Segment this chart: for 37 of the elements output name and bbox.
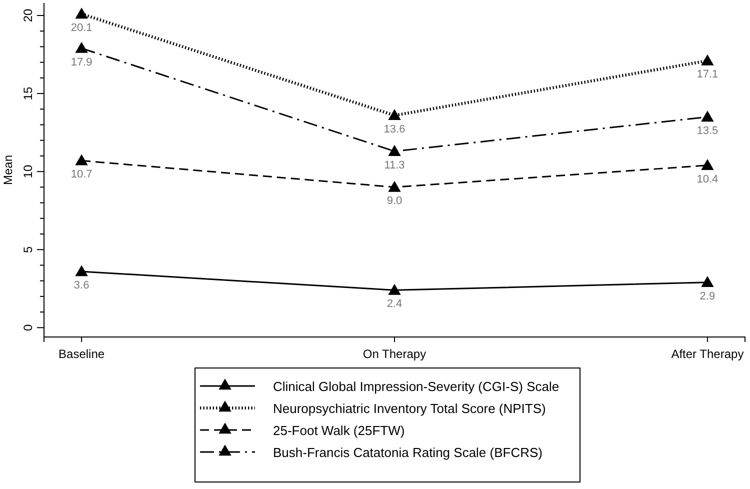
point (701, 54, 714, 66)
point (701, 110, 714, 122)
data-label: 17.9 (70, 56, 92, 68)
data-label: 3.6 (74, 279, 90, 292)
point (75, 265, 88, 276)
y-tick-label: 15 (21, 86, 35, 100)
legend-label: Neuropsychiatric Inventory Total Score (NPITS) (273, 401, 546, 416)
data-label: 13.6 (384, 123, 406, 136)
x-tick-label: On Therapy (362, 347, 426, 362)
y-tick-label: 5 (21, 246, 35, 253)
point (75, 8, 88, 19)
x-tick-label: After Therapy (671, 347, 744, 362)
data-label: 2.4 (386, 298, 402, 310)
data-label: 13.5 (696, 124, 718, 137)
legend-label: Bush-Francis Catatonia Rating Scale (BFCRS) (273, 445, 542, 460)
data-label: 10.7 (70, 168, 92, 181)
data-label: 10.4 (696, 173, 718, 186)
point (701, 158, 714, 170)
y-tick-label: 20 (21, 8, 35, 22)
data-label: 9.0 (386, 195, 402, 208)
point (388, 109, 401, 120)
data-label: 20.1 (70, 22, 92, 34)
y-tick-label: 0 (21, 324, 35, 331)
point (388, 180, 401, 192)
y-axis-title: Mean (1, 154, 15, 186)
point (388, 144, 401, 156)
data-label: 2.9 (700, 290, 716, 302)
legend-label: Clinical Global Impression-Severity (CGI-S) Scale (273, 379, 560, 394)
x-tick-label: Baseline (58, 347, 105, 362)
point (388, 284, 401, 295)
data-label: 17.1 (696, 68, 718, 81)
data-label: 11.3 (384, 159, 405, 172)
point (701, 276, 714, 288)
y-tick-label: 10 (21, 164, 35, 178)
point (75, 42, 88, 53)
point (75, 154, 88, 166)
legend-label: 25-Foot Walk (25FTW) (273, 423, 405, 438)
